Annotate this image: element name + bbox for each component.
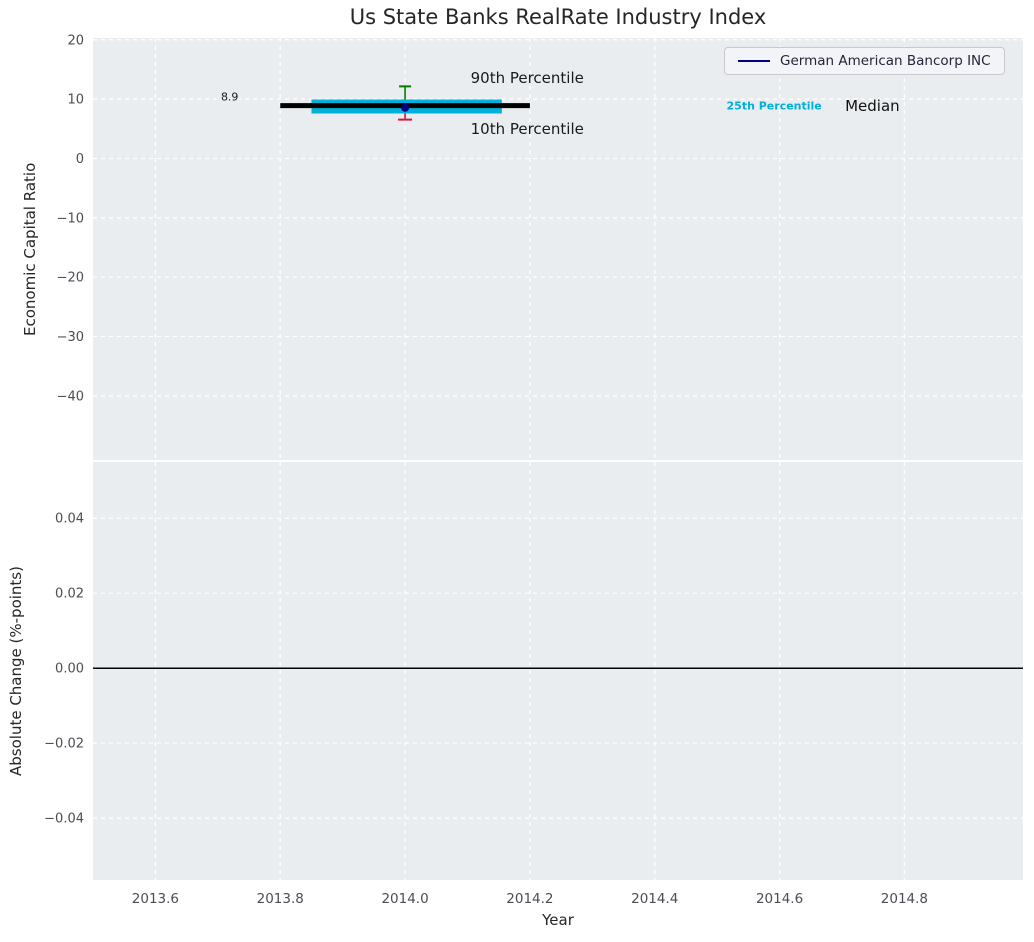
y-tick-label: 20 (67, 33, 84, 48)
top-y-axis-label: Economic Capital Ratio (21, 162, 39, 336)
annotation-10th-percentile: 10th Percentile (470, 119, 584, 138)
x-tick-label: 2014.0 (381, 891, 428, 907)
annotation-median-value: 8.9 (220, 90, 239, 104)
y-tick-label: −40 (57, 389, 84, 404)
x-axis-label: Year (542, 911, 574, 929)
y-tick-label: 0.04 (55, 512, 84, 527)
x-tick-label: 2014.8 (881, 891, 928, 907)
y-tick-label: 0.00 (55, 662, 84, 677)
x-tick-label: 2013.8 (257, 891, 304, 907)
x-tick-label: 2014.6 (756, 891, 803, 907)
y-tick-label: 10 (67, 93, 84, 108)
annotation-median-label: Median (845, 97, 900, 116)
y-tick-label: −20 (57, 271, 84, 286)
y-tick-label: −0.02 (44, 737, 84, 752)
legend-label: German American Bancorp INC (780, 53, 991, 69)
x-tick-label: 2014.4 (631, 891, 678, 907)
chart-title: Us State Banks RealRate Industry Index (349, 5, 767, 29)
x-tick-label: 2013.6 (132, 891, 179, 907)
legend-line-sample (738, 60, 770, 62)
annotation-90th-percentile: 90th Percentile (470, 69, 584, 88)
annotation-25th-percentile-label: 25th Percentile (726, 99, 822, 113)
y-tick-label: 0.02 (55, 587, 84, 602)
y-tick-label: −0.04 (44, 812, 84, 827)
bottom-y-axis-label: Absolute Change (%-points) (7, 566, 25, 776)
y-tick-label: 0 (76, 152, 84, 167)
y-tick-label: −30 (57, 330, 84, 345)
y-tick-label: −10 (57, 211, 84, 226)
x-tick-label: 2014.2 (506, 891, 553, 907)
legend: German American Bancorp INC (724, 47, 1005, 75)
plot-background (93, 38, 1023, 460)
plot-background (93, 462, 1023, 880)
series-point-german-american-bancorp-inc (401, 103, 410, 112)
